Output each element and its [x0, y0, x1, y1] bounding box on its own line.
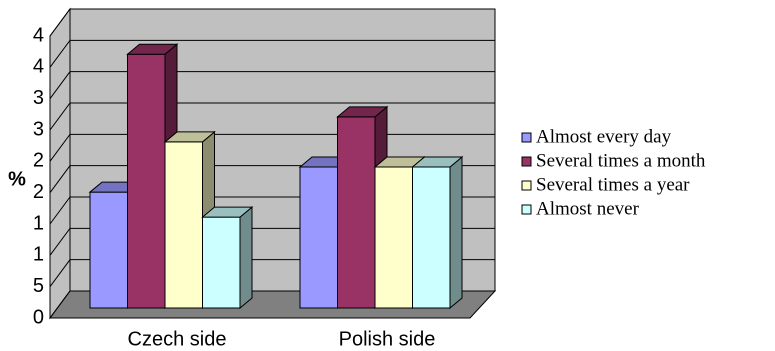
- legend-label: Almost every day: [536, 126, 672, 147]
- bar-top: [336, 106, 389, 118]
- bar-front: [299, 166, 338, 309]
- legend-label: Several times a year: [536, 174, 690, 195]
- y-tick-label: 2: [33, 150, 44, 172]
- grid-line: [49, 39, 495, 68]
- side-wall: [49, 7, 71, 320]
- y-tick-label: 1: [33, 212, 44, 234]
- legend-swatch: [521, 132, 532, 143]
- bar: [201, 206, 254, 310]
- bar-front: [127, 53, 166, 309]
- legend-swatch: [521, 180, 532, 191]
- bar-front: [89, 191, 128, 309]
- legend-swatch: [521, 156, 532, 167]
- legend-label: Almost never: [536, 198, 640, 219]
- bar-top: [411, 156, 464, 168]
- bar-top: [201, 206, 254, 218]
- bar-front: [202, 216, 241, 309]
- bar-front: [374, 166, 413, 309]
- y-tick-label: 5: [33, 275, 44, 297]
- bar-side: [239, 206, 253, 310]
- grid-line: [49, 71, 495, 99]
- legend-label: Several times a month: [536, 150, 706, 171]
- y-tick-label: 3: [33, 118, 44, 140]
- y-tick-label: 2: [33, 181, 44, 203]
- grid-line: [49, 102, 495, 131]
- bar-front: [412, 166, 451, 309]
- bar-front: [164, 141, 203, 309]
- bar-top: [126, 43, 179, 55]
- bar-side: [449, 155, 463, 310]
- y-axis-label: %: [8, 168, 26, 190]
- bar-top: [163, 131, 216, 143]
- legend-swatch: [521, 204, 532, 215]
- y-tick-label: 4: [33, 24, 44, 46]
- x-tick-label: Polish side: [339, 328, 436, 350]
- bar: [411, 155, 464, 310]
- y-tick-label: 4: [33, 56, 44, 78]
- x-tick-label: Czech side: [128, 328, 227, 350]
- y-tick-label: 1: [33, 244, 44, 266]
- bar-front: [337, 116, 376, 309]
- grid-line: [49, 8, 495, 37]
- y-tick-label: 0: [33, 306, 44, 328]
- y-tick-label: 3: [33, 87, 44, 109]
